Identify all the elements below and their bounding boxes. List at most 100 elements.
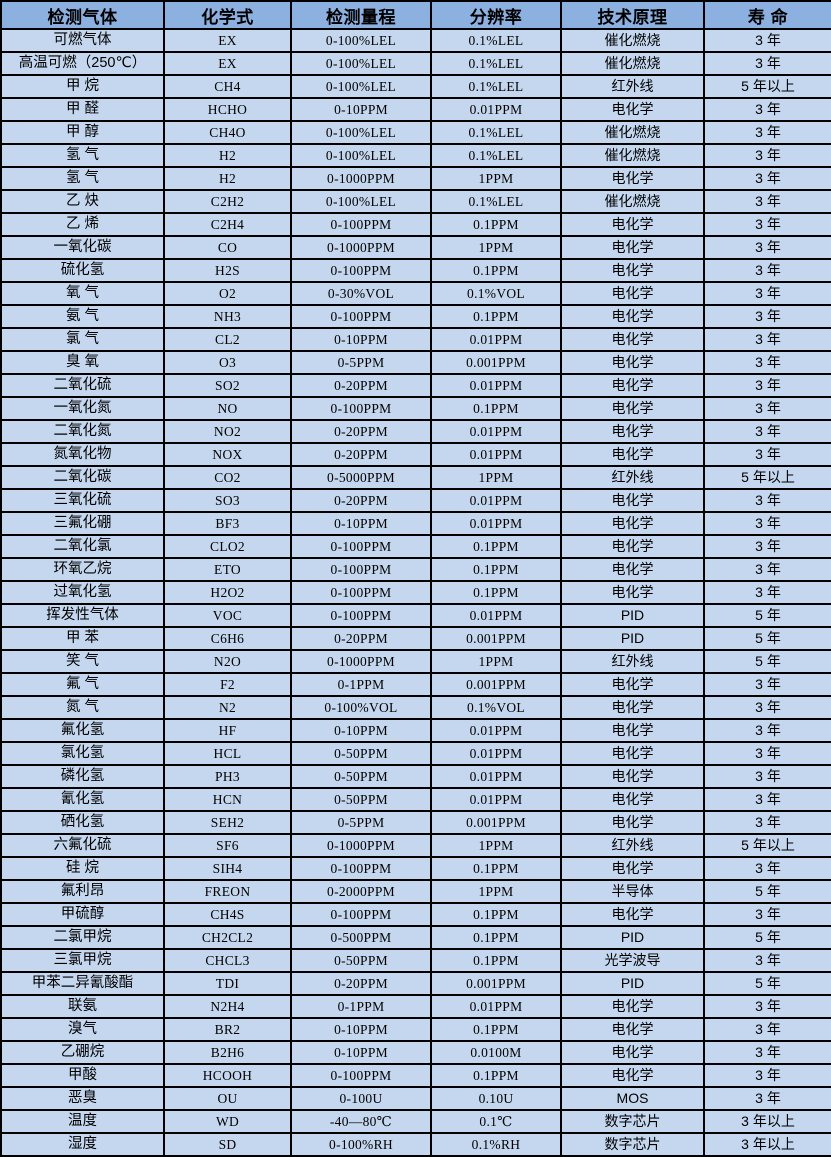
- cell-tech: PID: [560, 603, 705, 628]
- cell-range: 0-1000PPM: [290, 235, 432, 260]
- table-row: 氟 气 F2 0-1PPM 0.001PPM 电化学 3 年: [0, 672, 831, 697]
- cell-life: 3 年: [703, 580, 831, 605]
- cell-range: 0-10PPM: [290, 1040, 432, 1065]
- cell-range: 0-2000PPM: [290, 879, 432, 904]
- cell-life: 3 年: [703, 143, 831, 168]
- cell-name: 甲 苯: [0, 626, 165, 651]
- table-row: 氯化氢 HCL 0-50PPM 0.01PPM 电化学 3 年: [0, 741, 831, 766]
- table-row: 硅 烷 SIH4 0-100PPM 0.1PPM 电化学 3 年: [0, 856, 831, 881]
- cell-tech: 电化学: [560, 1063, 705, 1088]
- cell-life: 3 年: [703, 488, 831, 513]
- cell-tech: 电化学: [560, 442, 705, 467]
- table-row: 氮 气 N2 0-100%VOL 0.1%VOL 电化学 3 年: [0, 695, 831, 720]
- table-row: 联氨 N2H4 0-1PPM 0.01PPM 电化学 3 年: [0, 994, 831, 1019]
- cell-tech: 电化学: [560, 373, 705, 398]
- cell-formula: VOC: [163, 603, 292, 628]
- cell-name: 氮 气: [0, 695, 165, 720]
- cell-range: 0-100PPM: [290, 396, 432, 421]
- table-row: 二氯甲烷 CH2CL2 0-500PPM 0.1PPM PID 5 年: [0, 925, 831, 950]
- cell-tech: 电化学: [560, 695, 705, 720]
- table-row: 环氧乙烷 ETO 0-100PPM 0.1PPM 电化学 3 年: [0, 557, 831, 582]
- cell-res: 0.10U: [430, 1086, 562, 1111]
- cell-name: 氢 气: [0, 143, 165, 168]
- cell-life: 5 年以上: [703, 74, 831, 99]
- cell-tech: 电化学: [560, 327, 705, 352]
- cell-tech: 电化学: [560, 258, 705, 283]
- cell-res: 0.1PPM: [430, 258, 562, 283]
- cell-name: 氟 气: [0, 672, 165, 697]
- cell-name: 硫化氢: [0, 258, 165, 283]
- table-row: 硫化氢 H2S 0-100PPM 0.1PPM 电化学 3 年: [0, 258, 831, 283]
- cell-tech: 电化学: [560, 580, 705, 605]
- cell-formula: CHCL3: [163, 948, 292, 973]
- cell-range: 0-20PPM: [290, 419, 432, 444]
- cell-tech: 数字芯片: [560, 1132, 705, 1157]
- cell-name: 环氧乙烷: [0, 557, 165, 582]
- table-row: 甲 醇 CH4O 0-100%LEL 0.1%LEL 催化燃烧 3 年: [0, 120, 831, 145]
- table-row: 二氧化氯 CLO2 0-100PPM 0.1PPM 电化学 3 年: [0, 534, 831, 559]
- cell-res: 0.1%LEL: [430, 51, 562, 76]
- cell-name: 温度: [0, 1109, 165, 1134]
- cell-range: 0-100%LEL: [290, 120, 432, 145]
- cell-name: 三氯甲烷: [0, 948, 165, 973]
- cell-range: 0-100PPM: [290, 1063, 432, 1088]
- cell-name: 一氧化碳: [0, 235, 165, 260]
- cell-res: 0.001PPM: [430, 810, 562, 835]
- cell-life: 3 年: [703, 350, 831, 375]
- table-row: 甲 醛 HCHO 0-10PPM 0.01PPM 电化学 3 年: [0, 97, 831, 122]
- table-row: 氢 气 H2 0-1000PPM 1PPM 电化学 3 年: [0, 166, 831, 191]
- table-row: 挥发性气体 VOC 0-100PPM 0.01PPM PID 5 年: [0, 603, 831, 628]
- cell-life: 5 年以上: [703, 465, 831, 490]
- cell-res: 0.1PPM: [430, 1063, 562, 1088]
- table-row: 甲苯二异氰酸酯 TDI 0-20PPM 0.001PPM PID 5 年: [0, 971, 831, 996]
- cell-formula: F2: [163, 672, 292, 697]
- cell-res: 0.01PPM: [430, 442, 562, 467]
- table-row: 氟利昂 FREON 0-2000PPM 1PPM 半导体 5 年: [0, 879, 831, 904]
- cell-tech: 电化学: [560, 856, 705, 881]
- cell-formula: NO: [163, 396, 292, 421]
- cell-res: 0.1PPM: [430, 902, 562, 927]
- cell-res: 0.1PPM: [430, 580, 562, 605]
- table-header-row: 检测气体 化学式 检测量程 分辨率 技术原理 寿 命: [0, 0, 831, 30]
- cell-range: 0-100U: [290, 1086, 432, 1111]
- cell-formula: C6H6: [163, 626, 292, 651]
- cell-res: 0.01PPM: [430, 488, 562, 513]
- cell-tech: 电化学: [560, 1040, 705, 1065]
- cell-name: 溴气: [0, 1017, 165, 1042]
- cell-name: 三氧化硫: [0, 488, 165, 513]
- cell-life: 5 年: [703, 971, 831, 996]
- cell-life: 3 年: [703, 672, 831, 697]
- cell-life: 3 年: [703, 511, 831, 536]
- cell-range: 0-1000PPM: [290, 166, 432, 191]
- cell-tech: 电化学: [560, 166, 705, 191]
- cell-formula: PH3: [163, 764, 292, 789]
- cell-res: 0.01PPM: [430, 419, 562, 444]
- cell-life: 3 年: [703, 741, 831, 766]
- cell-tech: 电化学: [560, 488, 705, 513]
- cell-life: 3 年: [703, 189, 831, 214]
- cell-name: 二氧化氮: [0, 419, 165, 444]
- cell-range: 0-20PPM: [290, 626, 432, 651]
- cell-range: 0-10PPM: [290, 1017, 432, 1042]
- cell-res: 1PPM: [430, 879, 562, 904]
- cell-tech: 电化学: [560, 787, 705, 812]
- table-row: 可燃气体 EX 0-100%LEL 0.1%LEL 催化燃烧 3 年: [0, 28, 831, 53]
- table-header: 检测气体 化学式 检测量程 分辨率 技术原理 寿 命: [0, 0, 831, 30]
- cell-name: 二氯甲烷: [0, 925, 165, 950]
- cell-formula: SIH4: [163, 856, 292, 881]
- cell-formula: N2: [163, 695, 292, 720]
- cell-name: 氯 气: [0, 327, 165, 352]
- cell-name: 乙 烯: [0, 212, 165, 237]
- cell-life: 5 年: [703, 879, 831, 904]
- cell-tech: 电化学: [560, 511, 705, 536]
- cell-range: 0-10PPM: [290, 327, 432, 352]
- cell-range: 0-500PPM: [290, 925, 432, 950]
- cell-res: 0.1%LEL: [430, 143, 562, 168]
- cell-tech: 电化学: [560, 304, 705, 329]
- cell-formula: ETO: [163, 557, 292, 582]
- cell-name: 湿度: [0, 1132, 165, 1157]
- cell-formula: HCHO: [163, 97, 292, 122]
- cell-life: 3 年以上: [703, 1132, 831, 1157]
- cell-range: 0-10PPM: [290, 718, 432, 743]
